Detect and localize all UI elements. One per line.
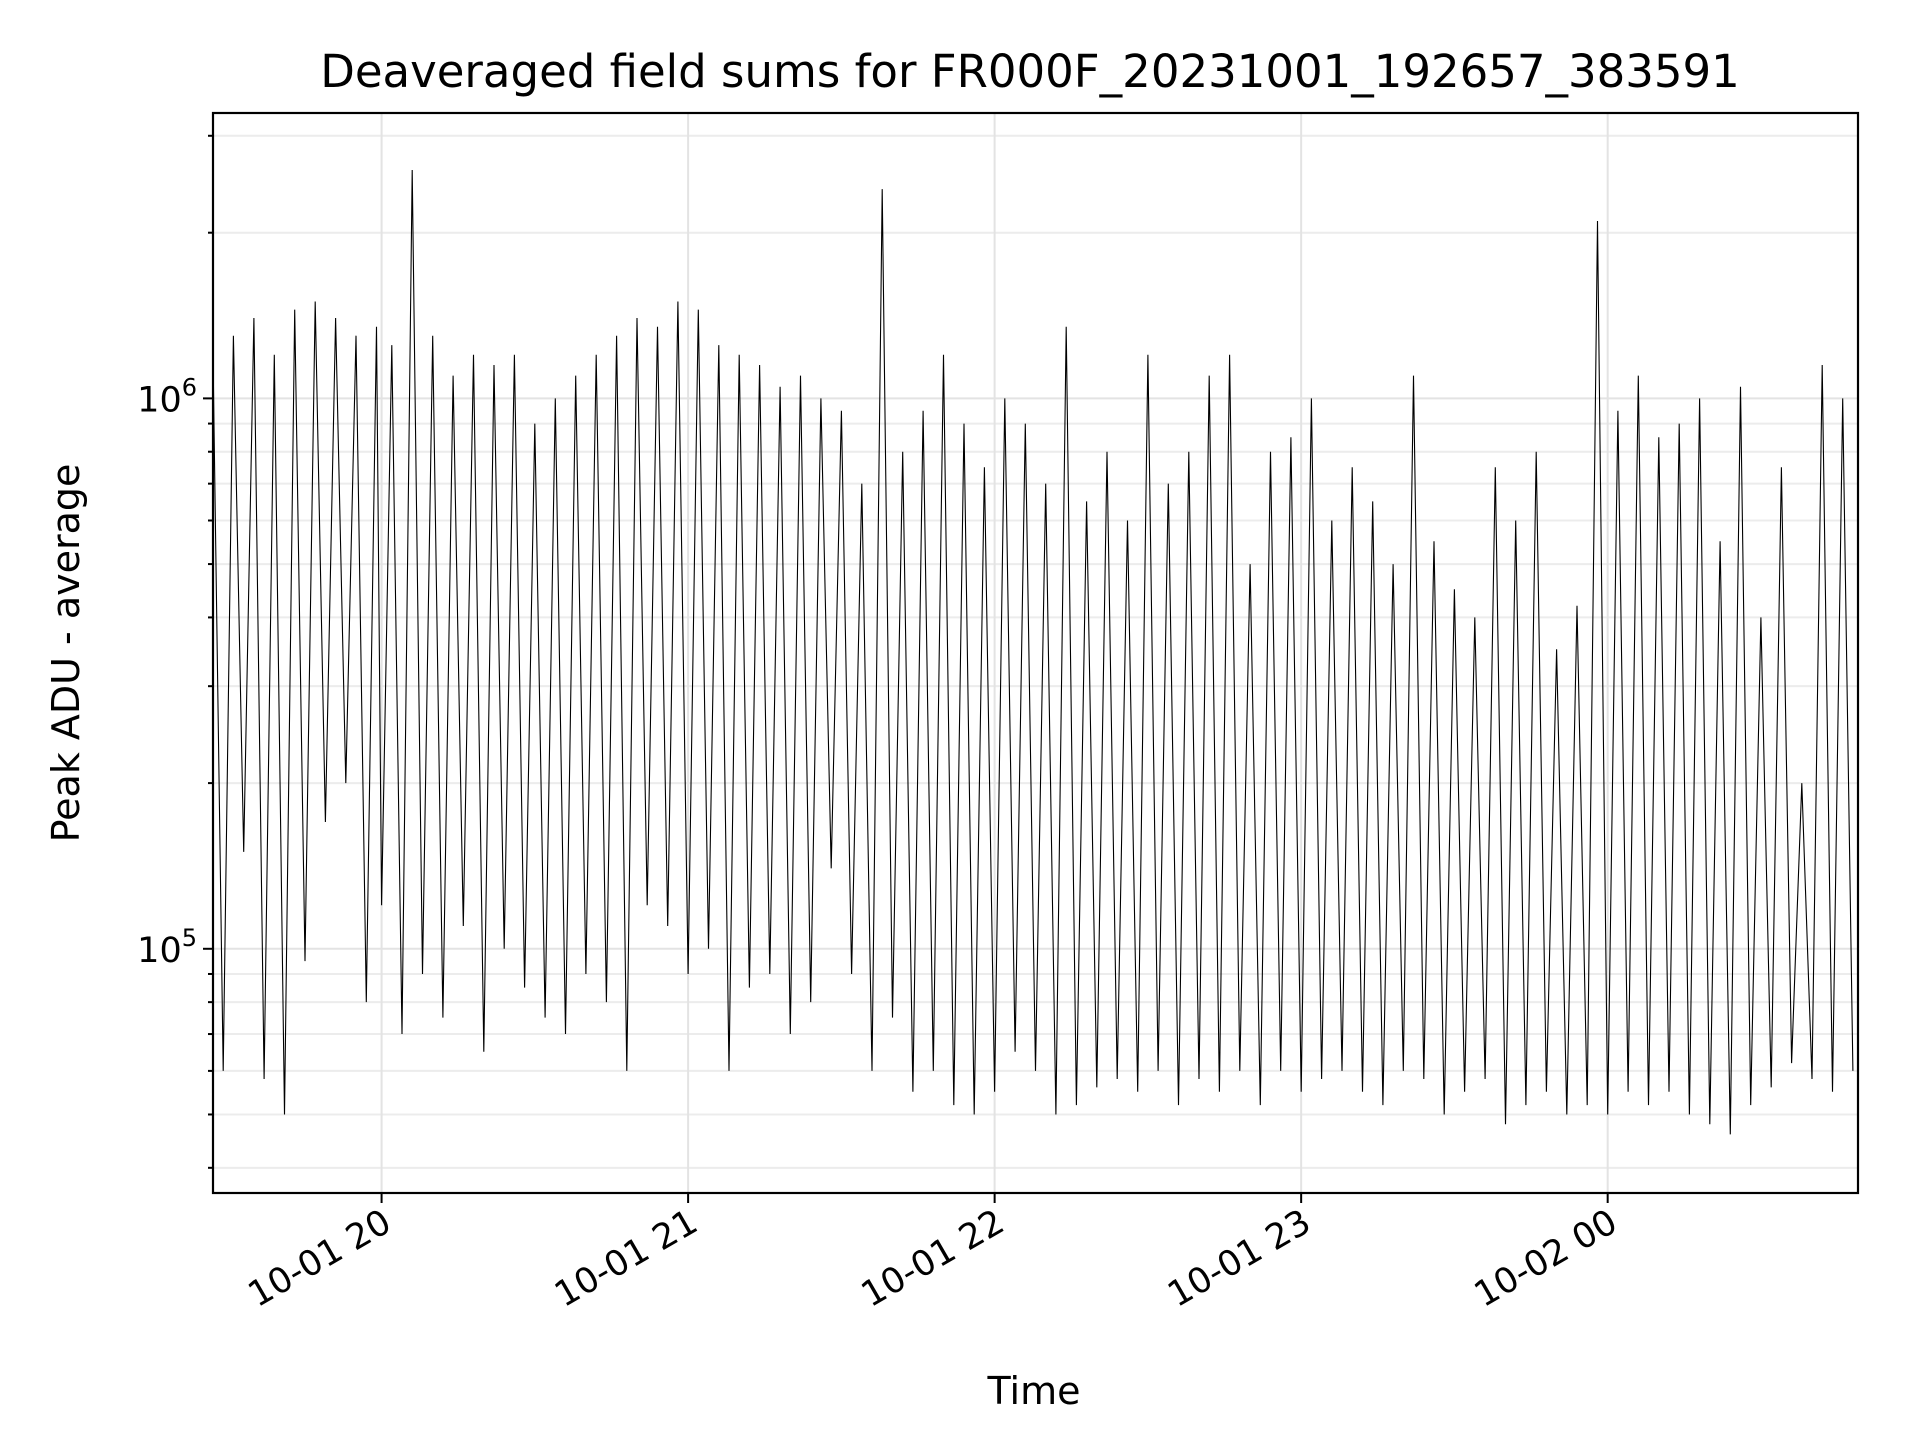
chart-title: Deaveraged field sums for FR000F_2023100… bbox=[320, 45, 1740, 98]
minor-grid bbox=[213, 134, 1858, 1169]
y-tick-exponent: 5 bbox=[182, 924, 197, 952]
plot-frame bbox=[211, 111, 1860, 1195]
y-tick-label: 105 bbox=[137, 924, 197, 971]
x-axis-label: Time bbox=[987, 1369, 1081, 1413]
y-tick-base: 10 bbox=[137, 380, 182, 420]
y-tick-exponent: 6 bbox=[182, 373, 197, 401]
y-axis-label: Peak ADU - average bbox=[44, 464, 88, 843]
series-line bbox=[212, 169, 1854, 1135]
major-grid bbox=[213, 113, 1858, 1193]
y-tick-label: 106 bbox=[137, 373, 197, 420]
y-tick-base: 10 bbox=[137, 931, 182, 971]
